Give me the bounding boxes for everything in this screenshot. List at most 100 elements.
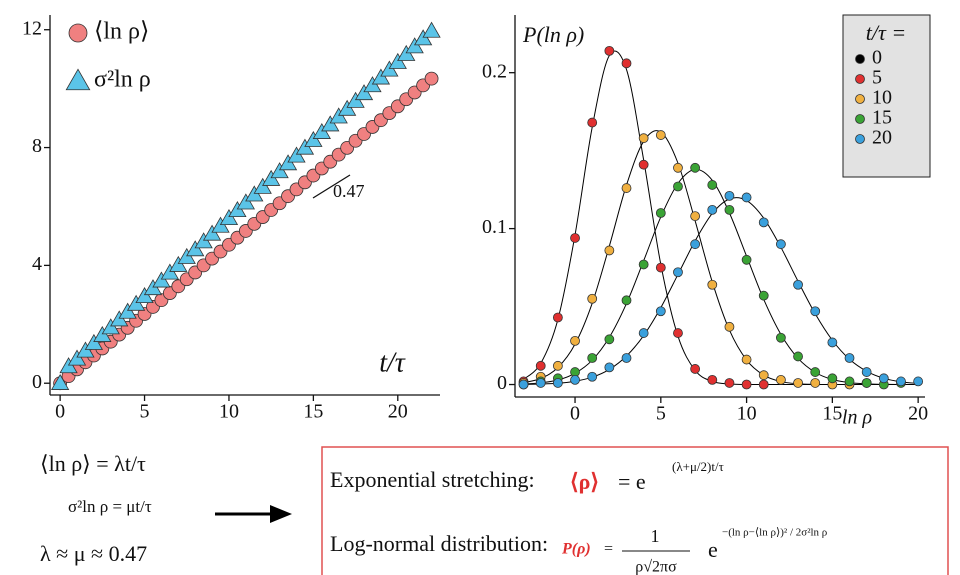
data-point [518,379,529,390]
data-point [304,130,323,147]
formula: = [604,541,613,558]
data-point [587,371,598,382]
data-point [535,378,546,388]
data-point [793,351,803,362]
legend-marker [855,134,865,144]
data-point [741,192,752,203]
x-tick-label: 20 [388,401,408,423]
exponent: (λ+μ/2)t/τ [672,459,724,474]
slope-line [312,174,351,199]
data-point [422,21,441,38]
data-point [638,159,649,170]
fit-curve [523,197,919,385]
data-point [707,279,718,290]
data-point [896,376,906,387]
legend-label: 0 [872,47,882,69]
legend-label: 20 [872,127,892,149]
exponent: −(ln ρ−⟨ln ρ⟩)² / 2σ²ln ρ [722,527,828,539]
data-point [202,224,222,241]
legend-label: 5 [872,67,882,89]
formula: e [708,537,718,562]
data-point [724,378,735,388]
x-tick-label: 20 [908,403,928,425]
y-tick-label: 4 [32,253,42,275]
data-point [570,233,580,243]
data-point [861,367,872,377]
data-point [587,293,598,304]
data-point [587,353,598,363]
data-point [655,130,666,140]
data-point [552,312,563,323]
data-point [724,204,735,215]
data-point [827,337,838,348]
y-tick-label: 8 [32,135,42,157]
data-point [707,374,718,385]
box-label: Log-normal distribution: [330,531,548,556]
legend-marker [855,114,865,124]
data-point [535,360,546,371]
data-point [50,373,70,390]
data-point [287,146,306,163]
data-point [388,52,407,69]
legend-label: ⟨ln ρ⟩ [94,19,149,45]
data-point [118,302,137,319]
data-point [690,211,701,222]
x-tick-label: 5 [140,401,150,423]
legend-marker [855,54,865,64]
data-point [67,349,87,366]
data-point [621,353,632,363]
y-tick-label: 0.2 [482,60,507,82]
data-point [405,37,424,54]
data-point [84,333,104,350]
data-point [758,370,769,381]
x-axis-label: t/τ [379,347,406,378]
data-point [810,367,821,377]
data-point [570,335,580,346]
data-point [861,378,872,388]
data-point [758,379,769,390]
legend-marker [65,68,91,91]
y-tick-label: 0 [32,371,42,393]
data-point [552,360,563,371]
x-tick-label: 0 [55,401,65,423]
data-point [690,162,701,173]
data-point [775,374,786,385]
x-tick-label: 10 [737,403,757,425]
data-point [655,262,666,273]
data-point [604,245,615,256]
data-point [724,190,735,201]
data-point [621,295,632,306]
data-point [552,378,563,388]
data-point [724,321,735,332]
data-point [793,378,803,388]
y-axis-label: P(ln ρ) [522,22,584,47]
data-point [690,364,701,374]
legend-marker [68,23,88,43]
data-point [810,378,821,388]
data-point [844,376,855,387]
data-point [570,374,580,385]
data-point [844,353,855,363]
data-point [638,259,649,270]
legend-label: σ²ln ρ [94,67,151,93]
slope-label: 0.47 [333,181,365,201]
data-point [827,373,838,384]
formula: = e [618,469,646,494]
data-point [101,318,120,335]
data-point [253,177,272,194]
result-box [321,446,949,575]
data-point [424,71,439,86]
data-point [775,239,786,250]
data-point [371,68,391,85]
data-point [638,328,649,338]
data-point [169,255,188,272]
data-point [604,362,615,373]
data-point [758,290,769,301]
data-point [621,58,632,69]
data-point [219,208,239,225]
equation: ⟨ln ρ⟩ = λt/τ [40,451,146,476]
data-point [587,117,598,128]
data-point [604,334,615,345]
data-point [741,254,752,265]
fit-curve [523,168,919,386]
